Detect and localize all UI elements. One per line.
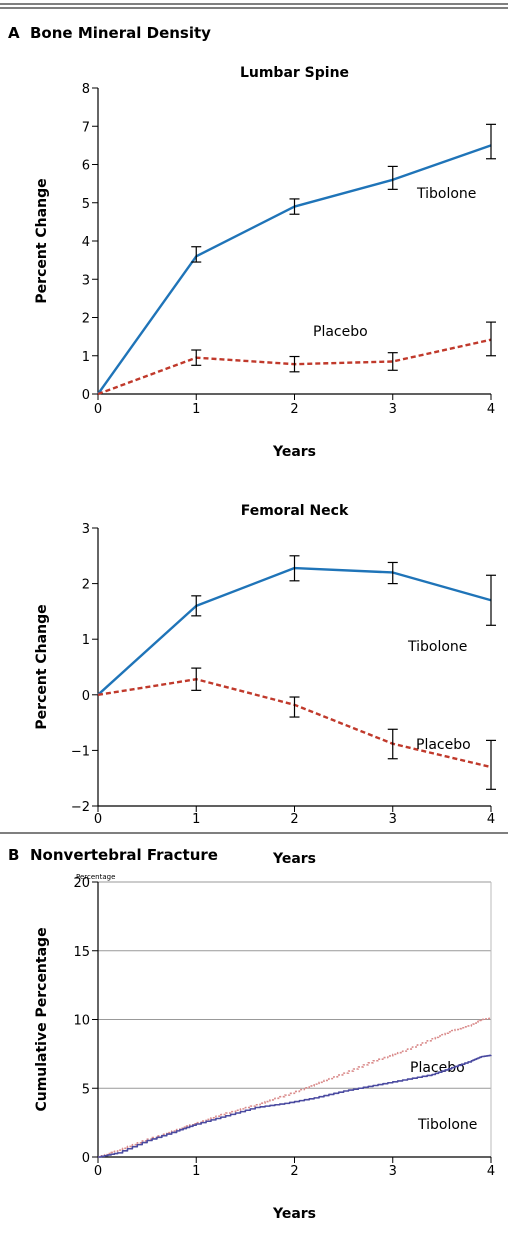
fracture-chart: 0 5 10 15 20 0 1 2 3 4 Years Cumulative Percentage P…: [34, 873, 495, 1222]
series-label-tibolone: Tibolone: [416, 186, 476, 202]
x-tick-label: 1: [192, 402, 200, 417]
y-tick-label: 3: [82, 273, 90, 288]
x-tick-label: 1: [192, 1164, 200, 1179]
series-label-placebo: Placebo: [410, 1060, 465, 1076]
series-label-placebo: Placebo: [313, 324, 368, 340]
y-tick-label: 5: [82, 1082, 90, 1097]
femoral-neck-chart: Femoral Neck −2 −1 0 1 2 3 0 1 2 3 4 Years Percent Ch…: [34, 503, 496, 867]
series-label-tibolone: Tibolone: [407, 639, 467, 655]
y-tick-label: 8: [82, 82, 90, 97]
panel-a-label: A: [8, 24, 20, 42]
chart-title: Femoral Neck: [241, 503, 349, 519]
y-tick-label: 1: [82, 350, 90, 365]
y-axis-label: Percent Change: [34, 178, 50, 303]
x-tick-label: 2: [290, 812, 298, 827]
y-tick-label: 2: [82, 312, 90, 327]
y-tick-label: 5: [82, 197, 90, 212]
y-axis-label: Percent Change: [34, 604, 50, 729]
x-tick-label: 0: [94, 402, 102, 417]
x-tick-label: 3: [389, 1164, 397, 1179]
x-tick-label: 0: [94, 1164, 102, 1179]
x-axis-label: Years: [272, 444, 316, 460]
series-line-placebo: [98, 1017, 492, 1158]
x-tick-label: 4: [487, 812, 495, 827]
panel-b-title: Nonvertebral Fracture: [30, 846, 218, 864]
y-tick-label: 3: [82, 522, 90, 537]
y-tick-label: 4: [82, 235, 90, 250]
series-line-tibolone: [97, 566, 492, 696]
x-axis-label: Years: [272, 1206, 316, 1222]
x-tick-label: 4: [487, 402, 495, 417]
y-axis-label: Cumulative Percentage: [34, 927, 50, 1111]
y-tick-label: 15: [73, 945, 90, 960]
panel-a-title: Bone Mineral Density: [30, 24, 211, 42]
y-tick-label: 7: [82, 120, 90, 135]
series-line-tibolone: [98, 1054, 492, 1158]
x-tick-label: 0: [94, 812, 102, 827]
y-tick-label: 10: [73, 1014, 90, 1029]
y-tick-label: 6: [82, 159, 90, 174]
series-line-placebo: [97, 678, 492, 769]
y-tick-label: 2: [82, 578, 90, 593]
x-axis-label: Years: [272, 851, 316, 867]
x-tick-label: 1: [192, 812, 200, 827]
y-tick-label: −1: [71, 744, 90, 759]
x-tick-label: 3: [389, 402, 397, 417]
series-label-tibolone: Tibolone: [417, 1117, 477, 1133]
x-tick-label: 3: [389, 812, 397, 827]
x-tick-label: 2: [290, 402, 298, 417]
y-axis-small-label: Percentage: [76, 873, 115, 881]
y-tick-label: 0: [82, 388, 90, 403]
lumbar-spine-chart: Lumbar Spine 0 1 2 3 4 5 6 7 8 0 1 2 3 4 Years Percent C…: [34, 65, 496, 460]
y-tick-label: 0: [82, 1151, 90, 1166]
panel-b-label: B: [8, 846, 19, 864]
y-tick-label: 0: [82, 689, 90, 704]
y-tick-label: 1: [82, 633, 90, 648]
x-tick-label: 2: [290, 1164, 298, 1179]
series-label-placebo: Placebo: [416, 737, 471, 753]
y-tick-label: −2: [71, 800, 90, 815]
x-tick-label: 4: [487, 1164, 495, 1179]
y-tick-label: 20: [73, 876, 90, 891]
chart-title: Lumbar Spine: [240, 65, 349, 81]
